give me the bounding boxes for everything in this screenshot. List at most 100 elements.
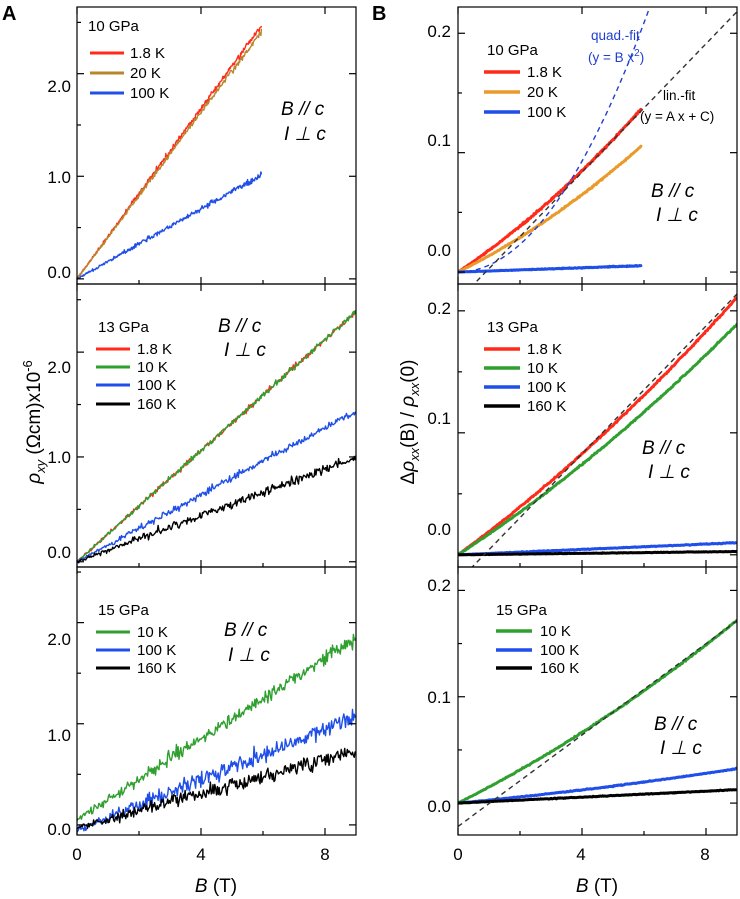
condition-line-2: I ⊥ c: [660, 738, 702, 759]
y-rho-1: ρ: [398, 461, 419, 473]
condition-line-2: I ⊥ c: [224, 340, 266, 361]
tick-marks: [76, 7, 356, 284]
plot-area: [77, 26, 263, 281]
quad-fit-formula-b: ): [640, 50, 645, 65]
condition-line-1: B // c: [224, 620, 268, 641]
legend: 1.8 K 20 K 100 K: [90, 45, 169, 102]
series-line-160k: [77, 747, 356, 829]
x-tick-label: 8: [700, 845, 709, 864]
legend-label: 100 K: [130, 85, 169, 102]
condition-line-1: B // c: [654, 714, 698, 735]
legend-label: 10 K: [527, 360, 558, 377]
series-line-20k: [77, 28, 263, 281]
pressure-label: 13 GPa: [487, 319, 539, 336]
plot-layer: [458, 618, 737, 828]
x-tick-label: 0: [453, 845, 462, 864]
quad-fit-exponent: 2: [634, 48, 640, 59]
series-line-100k: [458, 264, 643, 274]
legend-label: 160 K: [527, 398, 566, 415]
y-tick-label: 1.0: [47, 448, 71, 467]
quad-fit-formula-a: (y = B x: [588, 50, 634, 65]
plot-area: [458, 293, 737, 567]
series-line-10k: [458, 322, 737, 557]
x-tick-label: 4: [196, 845, 205, 864]
y-tick-label: 1.0: [47, 726, 71, 745]
y-tick-label: 0.0: [427, 520, 451, 539]
series-line-10k: [458, 618, 737, 805]
tick-marks: [76, 284, 356, 567]
legend-label: 1.8 K: [137, 341, 172, 358]
lin-fit-line: [471, 293, 737, 567]
series-line-160k: [77, 455, 356, 564]
legend-label: 1.8 K: [527, 64, 562, 81]
legend: 1.8 K 20 K 100 K: [484, 64, 566, 121]
plot-layer: [458, 293, 737, 567]
y-sub-1: xx: [407, 447, 422, 462]
legend-label: 1.8 K: [130, 45, 165, 62]
x-axis-unit: (T): [589, 876, 619, 897]
legend-label: 20 K: [527, 84, 558, 101]
condition-line-2: I ⊥ c: [656, 205, 698, 226]
chart-panel-a-13gpa: 2.0 1.0 0.0 13 GPa 1.8 K 10 K 100 K 160 …: [47, 283, 357, 568]
panel-letter-a: A: [2, 3, 16, 25]
y-tick-label: 2.0: [47, 630, 71, 649]
pressure-label: 10 GPa: [88, 18, 140, 35]
chart-panel-a-10gpa: 2.0 1.0 0.0 10 GPa 1.8 K 20 K 100 K B //…: [47, 6, 357, 285]
y-tick-label: 0.1: [427, 409, 451, 428]
legend-label: 160 K: [137, 660, 176, 677]
series-line-160k: [458, 788, 737, 805]
quad-fit-formula: (y = B x2): [588, 48, 644, 65]
legend-label: 1.8 K: [527, 341, 562, 358]
series-line-100k: [458, 766, 737, 805]
y-tick-label: 0.0: [47, 543, 71, 562]
x-axis-title-left: B (T): [195, 876, 237, 897]
x-axis-var: B: [195, 876, 208, 897]
condition-line-1: B // c: [281, 99, 325, 120]
legend-label: 10 K: [137, 359, 168, 376]
y-exp: -6: [20, 360, 35, 372]
series-line-10k: [77, 310, 356, 564]
tick-marks: [76, 567, 356, 835]
chart-panel-b-10gpa: 0.2 0.1 0.0 10 GPa 1.8 K 20 K 100 K quad…: [427, 6, 738, 285]
plot-frame: [76, 6, 357, 285]
legend: 1.8 K 10 K 100 K 160 K: [96, 341, 176, 413]
x-tick-label: 0: [72, 845, 81, 864]
plot-frame: [76, 566, 357, 836]
y-sub-2: xx: [407, 382, 422, 397]
pressure-label: 15 GPa: [98, 602, 150, 619]
legend-label: 10 K: [540, 623, 571, 640]
condition-line-1: B // c: [651, 181, 695, 202]
series-line-100k: [77, 411, 356, 562]
series-line-100k: [77, 171, 263, 280]
quad-fit-label: quad.-fit: [591, 28, 640, 43]
tick-marks: [457, 284, 737, 567]
lin-fit-formula: (y = A x + C): [640, 109, 714, 124]
chart-panel-b-15gpa: 0.2 0.1 0.0 0 4 8 15 GPa 10 K 100 K 160 …: [427, 566, 738, 864]
pressure-label: 15 GPa: [496, 602, 548, 619]
legend: 1.8 K 10 K 100 K 160 K: [484, 341, 566, 415]
legend-label: 100 K: [137, 642, 176, 659]
y-delta: Δ: [398, 471, 419, 484]
condition-line-2: I ⊥ c: [228, 645, 270, 666]
plot-layer: [77, 310, 356, 564]
x-axis-title-right: B (T): [576, 876, 618, 897]
y-tick-label: 0.1: [427, 131, 451, 150]
panel-letter-b: B: [372, 3, 386, 25]
tick-marks: [457, 567, 737, 835]
legend-label: 160 K: [540, 660, 579, 677]
series-line-1.8k: [458, 107, 643, 274]
y-tick-label: 0.2: [427, 576, 451, 595]
y-tick-label: 2.0: [47, 358, 71, 377]
legend-label: 100 K: [527, 379, 566, 396]
y-sub: xy: [33, 458, 48, 474]
chart-panel-b-13gpa: 0.2 0.1 0.0 13 GPa 1.8 K 10 K 100 K 160 …: [427, 283, 738, 568]
x-axis-unit: (T): [208, 876, 238, 897]
condition-line-2: I ⊥ c: [648, 462, 690, 483]
y-tick-label: 0.2: [427, 299, 451, 318]
legend-label: 100 K: [540, 642, 579, 659]
series-line-1.8k: [458, 296, 737, 557]
y-axis-title-right: Δρxx(B) / ρxx(0): [398, 360, 422, 485]
lin-fit-line: [458, 620, 737, 828]
plot-layer: [77, 26, 263, 281]
y-rho-2: ρ: [398, 396, 419, 408]
